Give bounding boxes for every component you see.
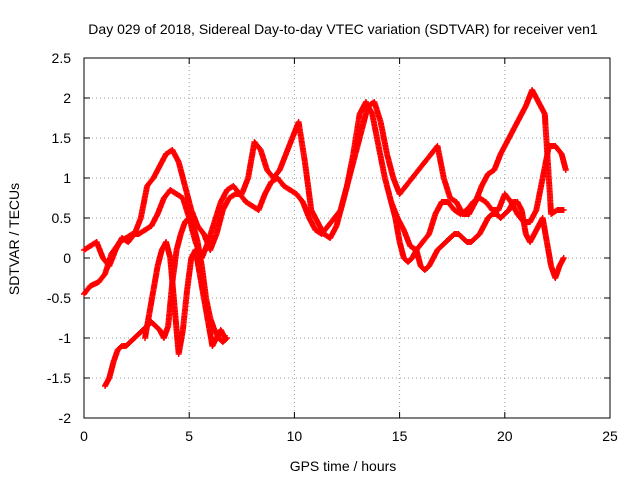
x-tick-label: 5 bbox=[185, 428, 193, 444]
y-tick-label: 1.5 bbox=[52, 130, 72, 146]
series-trace bbox=[388, 199, 567, 280]
x-tick-label: 10 bbox=[287, 428, 303, 444]
data-series bbox=[81, 87, 569, 389]
series-trace-5 bbox=[388, 199, 567, 281]
y-tick-label: 2.5 bbox=[52, 50, 72, 66]
y-tick-label: -1.5 bbox=[47, 370, 71, 386]
series-trace-2 bbox=[81, 87, 567, 269]
series-trace-1 bbox=[81, 99, 569, 297]
x-tick-label: 20 bbox=[497, 428, 513, 444]
x-axis-label: GPS time / hours bbox=[290, 458, 397, 474]
y-tick-label: 0 bbox=[63, 250, 71, 266]
series-trace bbox=[142, 240, 228, 356]
y-axis-label: SDTVAR / TECUs bbox=[6, 183, 22, 295]
y-tick-label: -2 bbox=[59, 410, 72, 426]
series-trace-3 bbox=[102, 215, 231, 389]
plot-frame bbox=[83, 57, 611, 419]
y-tick-label: -0.5 bbox=[47, 290, 71, 306]
y-tick-label: 2 bbox=[63, 90, 71, 106]
x-tick-label: 0 bbox=[80, 428, 88, 444]
x-tick-label: 25 bbox=[602, 428, 618, 444]
x-tick-label: 15 bbox=[392, 428, 408, 444]
axis-ticks: 0 5 10 15 20 25 -2 -1.5 -1 -0.5 0 0.5 1 1.5 2 2.5 bbox=[47, 50, 618, 444]
chart-title: Day 029 of 2018, Sidereal Day-to-day VTE… bbox=[88, 21, 598, 37]
y-tick-label: 0.5 bbox=[52, 210, 72, 226]
y-tick-label: -1 bbox=[59, 330, 72, 346]
series-trace bbox=[82, 88, 566, 268]
y-tick-label: 1 bbox=[63, 170, 71, 186]
series-trace-4 bbox=[142, 239, 228, 357]
